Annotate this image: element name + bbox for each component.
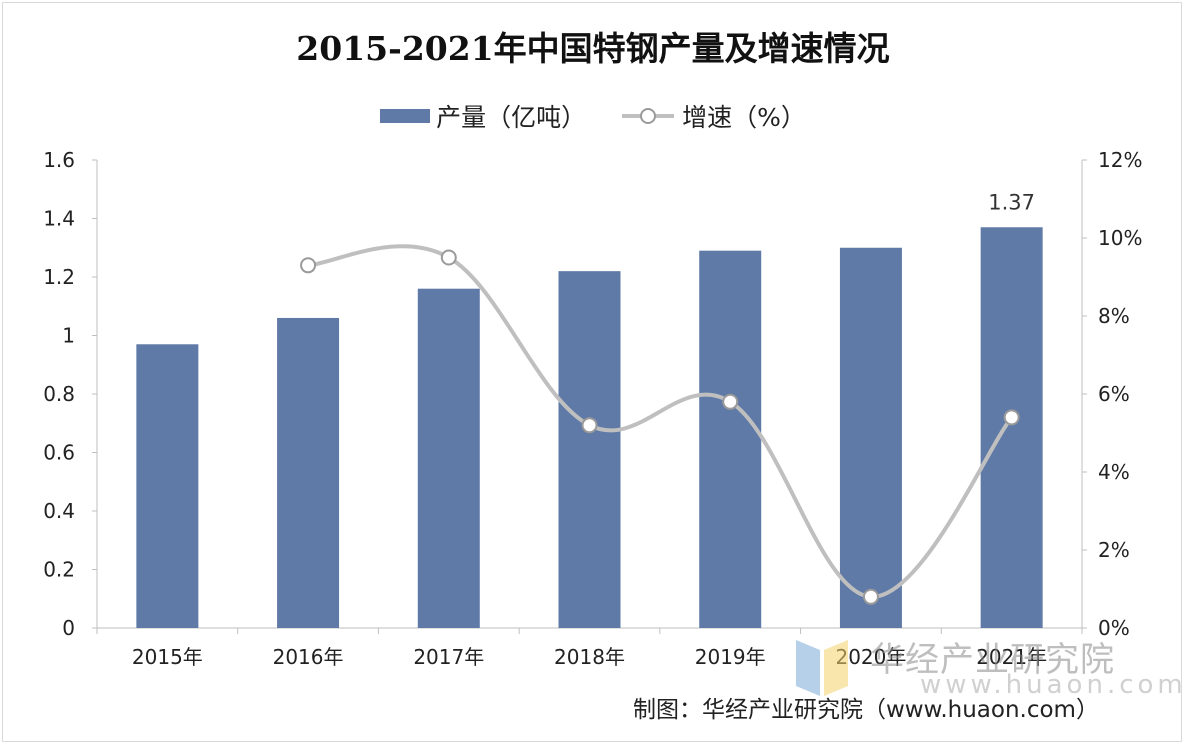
bar-2019年 xyxy=(699,250,762,629)
y-right-tick-label: 8% xyxy=(1098,304,1130,328)
growth-line xyxy=(307,244,1014,599)
growth-point-2020年 xyxy=(862,588,879,605)
bar-2018年 xyxy=(558,271,621,628)
y-left-tick-label: 0.6 xyxy=(43,441,75,465)
x-tick-label: 2016年 xyxy=(273,645,344,669)
bar-2021年 xyxy=(980,227,1043,628)
x-tick-label: 2021年 xyxy=(976,645,1047,669)
x-tick-label: 2017年 xyxy=(413,645,484,669)
bar-2016年 xyxy=(277,317,340,628)
legend-entry-production: 产量（亿吨） xyxy=(380,98,586,134)
watermark-url: www.huaon.com xyxy=(920,670,1186,700)
growth-point-2021年 xyxy=(1003,409,1020,426)
growth-point-2017年 xyxy=(440,249,457,266)
y-right-tick-label: 6% xyxy=(1098,382,1130,406)
y-right-tick-label: 12% xyxy=(1098,148,1142,172)
y-left-tick-label: 1.2 xyxy=(43,265,75,289)
y-left-tick-label: 0.8 xyxy=(43,382,75,406)
legend-bar-swatch xyxy=(380,109,431,123)
legend-line-marker xyxy=(622,108,675,124)
legend-entry-growth: 增速（%） xyxy=(620,98,806,134)
y-left-tick-label: 0.2 xyxy=(43,558,75,582)
chart-title: 2015-2021年中国特钢产量及增速情况 xyxy=(296,29,890,68)
growth-point-2018年 xyxy=(581,417,598,434)
bar-2015年 xyxy=(136,344,199,628)
y-left-tick-label: 1.6 xyxy=(43,148,75,172)
source-note: 制图：华经产业研究院（www.huaon.com） xyxy=(633,697,1099,723)
x-tick-label: 2015年 xyxy=(132,645,203,669)
y-right-tick-label: 4% xyxy=(1098,460,1130,484)
x-tick-label: 2019年 xyxy=(695,645,766,669)
watermark-logo-icon xyxy=(796,640,848,696)
growth-point-2019年 xyxy=(722,393,739,410)
y-left-tick-label: 1.4 xyxy=(43,207,75,231)
y-left-tick-label: 0 xyxy=(62,616,75,640)
x-tick-label: 2018年 xyxy=(554,645,625,669)
bar-2020年 xyxy=(839,247,902,628)
legend-production-label: 产量（亿吨） xyxy=(436,103,587,132)
y-left-tick-label: 1 xyxy=(62,324,75,348)
watermark-text: 华经产业研究院 xyxy=(870,640,1115,680)
y-right-tick-label: 0% xyxy=(1098,616,1130,640)
y-left-tick-label: 0.4 xyxy=(43,499,75,523)
legend-growth-label: 增速（%） xyxy=(682,103,806,132)
data-label: 1.37 xyxy=(988,190,1035,214)
watermark: 华经产业研究院 www.huaon.com xyxy=(790,632,1183,702)
y-right-tick-label: 2% xyxy=(1098,538,1130,562)
bar-2017年 xyxy=(417,288,480,628)
growth-point-2016年 xyxy=(300,257,317,274)
legend: 产量（亿吨） 增速（%） xyxy=(0,98,1186,134)
y-right-tick-label: 10% xyxy=(1098,226,1142,250)
